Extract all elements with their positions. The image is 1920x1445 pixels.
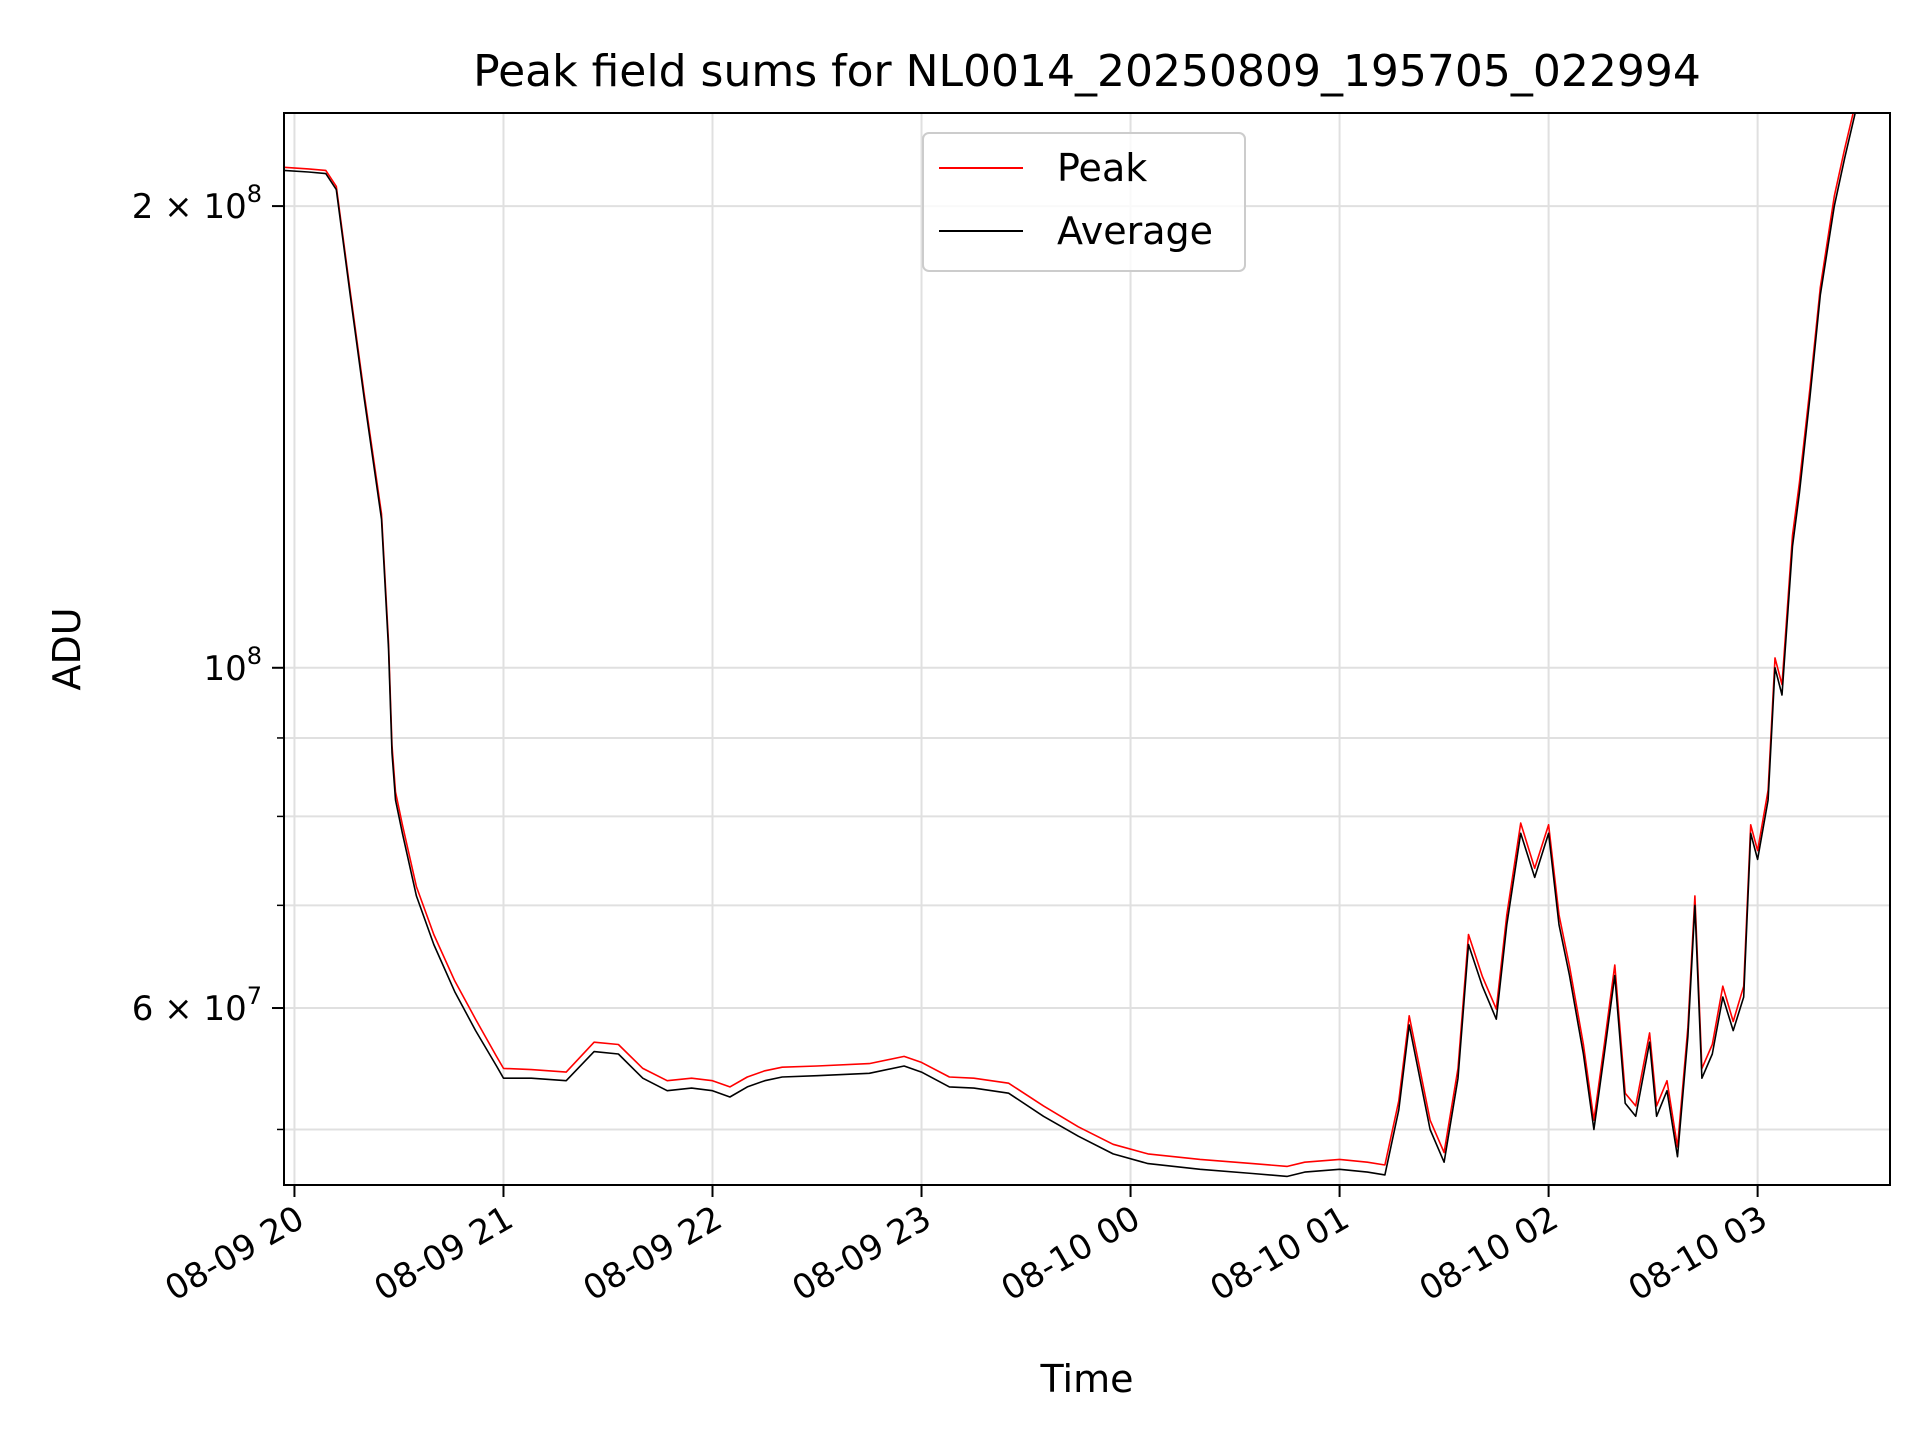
series-line-peak: [284, 113, 1854, 1168]
label-layer: Peak field sums for NL0014_20250809_1957…: [45, 46, 1701, 1401]
y-tick-label-exponent: 8: [247, 642, 262, 670]
grid-layer: [284, 113, 1890, 1185]
legend-label-average: Average: [1057, 209, 1213, 253]
plot-frame: [283, 112, 1891, 1186]
x-axis-label: Time: [1040, 1357, 1134, 1401]
y-tick-label-base: 10: [203, 649, 246, 689]
y-tick-label: 108: [203, 642, 262, 689]
y-tick-label-base: 6 × 10: [132, 989, 247, 1029]
y-tick-label-exponent: 7: [247, 982, 262, 1010]
series-line-average: [284, 113, 1857, 1178]
y-tick-label: 2 × 108: [132, 180, 262, 227]
y-tick-label: 6 × 107: [132, 982, 262, 1029]
legend-label-peak: Peak: [1057, 146, 1147, 190]
data-layer: [284, 113, 1857, 1178]
legend: Peak Average: [922, 132, 1246, 272]
y-tick-label-exponent: 8: [247, 180, 262, 208]
y-axis-label: ADU: [45, 607, 89, 690]
chart-title: Peak field sums for NL0014_20250809_1957…: [473, 46, 1701, 97]
y-tick-label-base: 2 × 10: [132, 187, 247, 227]
